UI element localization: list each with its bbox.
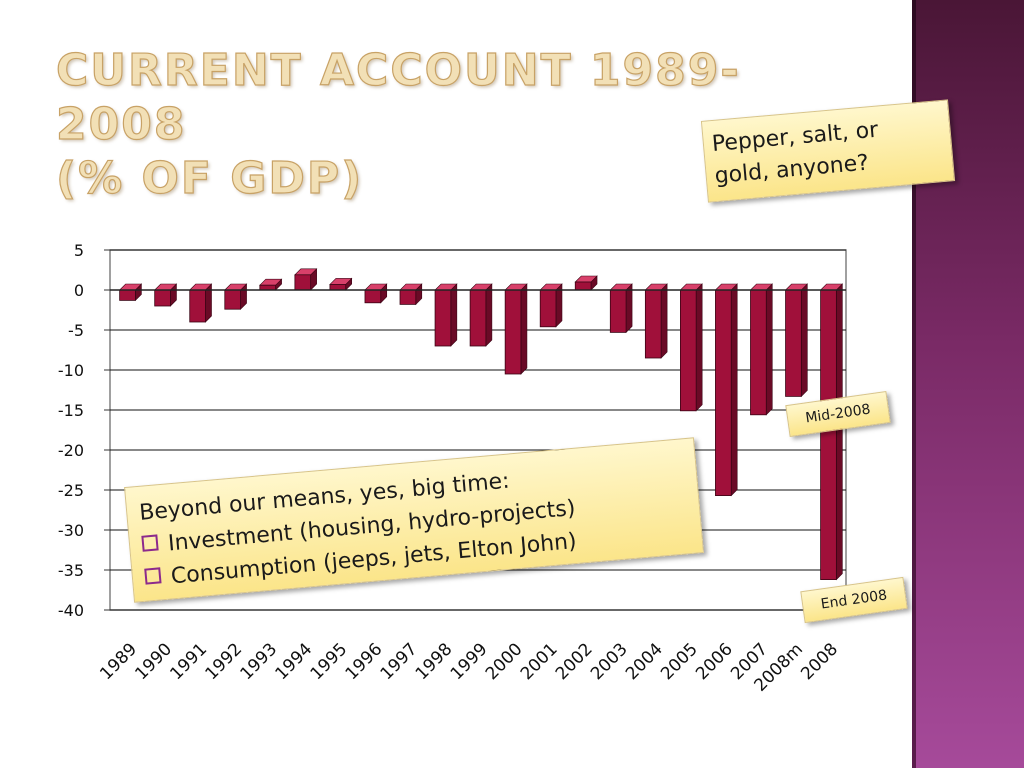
bar-side — [485, 283, 493, 347]
x-tick-label: 1991 — [166, 639, 211, 684]
y-tick-label: -25 — [58, 481, 84, 500]
bar-1991 — [189, 289, 206, 323]
bar-1992 — [224, 289, 241, 310]
x-tick-label: 1998 — [412, 639, 457, 684]
x-tick-label: 1994 — [272, 639, 317, 684]
x-tick-label: 2002 — [552, 639, 597, 684]
y-tick-label: -10 — [58, 361, 84, 380]
bar-side — [801, 283, 808, 398]
x-tick-label: 2005 — [657, 639, 702, 684]
x-tick-label: 2001 — [517, 639, 562, 684]
bar-side — [450, 283, 458, 347]
bar-1997 — [399, 289, 417, 305]
checkbox-bullet-icon — [144, 567, 162, 585]
bar-1996 — [364, 289, 382, 304]
bar-side — [660, 283, 668, 359]
title-line-1: CURRENT ACCOUNT 1989-2008 — [55, 44, 741, 150]
bar-2005 — [680, 289, 697, 412]
x-tick-label: 1989 — [96, 639, 141, 684]
bar-side — [625, 283, 633, 334]
bar-2008m — [785, 289, 802, 397]
x-tick-label: 2006 — [692, 639, 737, 684]
bar-2003 — [609, 289, 627, 333]
y-tick-label: -15 — [58, 401, 84, 420]
x-tick-label: 2000 — [482, 639, 527, 684]
x-tick-label: 1997 — [377, 639, 422, 684]
y-tick-label: 0 — [74, 281, 84, 300]
y-tick-label: -30 — [58, 521, 84, 540]
x-tick-label: 1996 — [342, 639, 387, 684]
bar-side — [520, 283, 528, 375]
bar-2006 — [715, 289, 732, 497]
bar-1995 — [329, 283, 347, 291]
bar-1998 — [434, 289, 452, 347]
y-tick-label: -5 — [68, 321, 84, 340]
y-tick-label: -20 — [58, 441, 84, 460]
x-tick-label: 1992 — [201, 639, 246, 684]
bar-1994 — [294, 274, 312, 291]
bar-side — [836, 283, 843, 581]
bar-side — [765, 283, 773, 416]
x-tick-label: 1999 — [447, 639, 492, 684]
x-tick-label: 1990 — [131, 639, 176, 684]
y-tick-label: 5 — [74, 241, 84, 260]
x-tick-label: 1993 — [237, 639, 282, 684]
bar-2007 — [750, 289, 767, 416]
x-tick-label: 2003 — [587, 639, 632, 684]
bar-2002 — [574, 281, 592, 291]
bar-2000 — [504, 289, 522, 375]
bar-1989 — [119, 289, 136, 301]
slide-title: CURRENT ACCOUNT 1989-2008 (% OF GDP) — [55, 44, 816, 206]
x-tick-label: 1995 — [307, 639, 352, 684]
bar-2004 — [644, 289, 662, 359]
x-tick-label: 2004 — [622, 639, 667, 684]
bar-1990 — [154, 289, 171, 307]
y-tick-label: -35 — [58, 561, 84, 580]
bar-side — [730, 283, 738, 497]
bar-1999 — [469, 289, 487, 347]
y-tick-label: -40 — [58, 601, 84, 620]
x-tick-label: 2008 — [797, 639, 842, 684]
title-line-2: (% OF GDP) — [55, 152, 364, 204]
bar-2008 — [820, 289, 837, 581]
bar-2001 — [539, 289, 557, 328]
bar-side — [695, 283, 703, 412]
checkbox-bullet-icon — [141, 534, 159, 552]
